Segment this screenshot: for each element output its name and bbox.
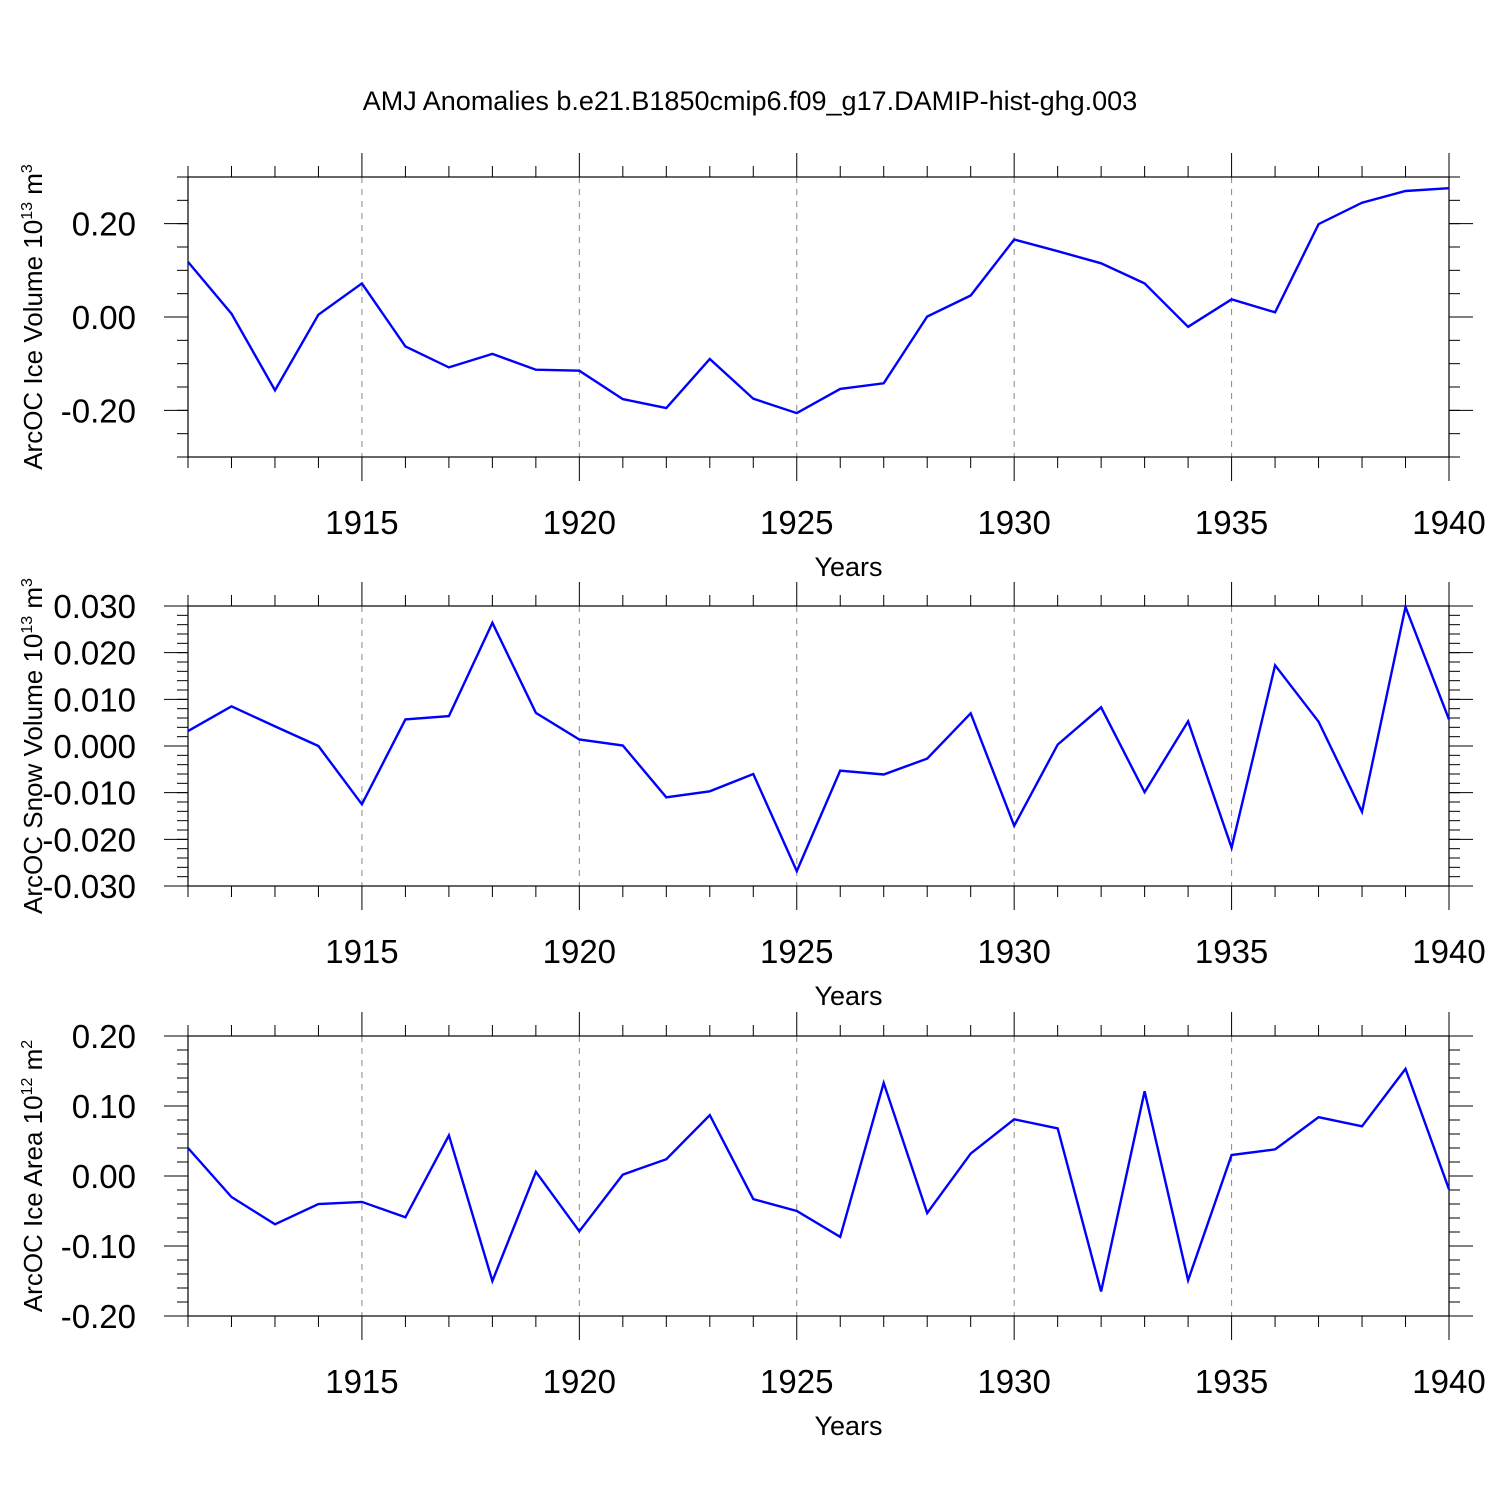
y-tick-label: 0.20 — [72, 206, 136, 243]
x-tick-label: 1940 — [1412, 933, 1485, 970]
y-tick-label: -0.20 — [61, 1298, 136, 1335]
y-axis-label-text: ArcOC Ice Area 10 — [18, 1095, 48, 1312]
y-axis-label-unit: m — [18, 173, 48, 202]
y-axis-label-exponent: 13 — [19, 202, 36, 220]
chart-panel-2: 1915 1920 1925 1930 1935 1940 Years -0.030 -0.02… — [18, 578, 1486, 1011]
y-axis-label-unit: m — [18, 1049, 48, 1078]
y-axis-label: ArcOC Ice Volume 1013 m3 — [18, 164, 48, 470]
x-tick-label: 1930 — [977, 504, 1050, 541]
chart-title: AMJ Anomalies b.e21.B1850cmip6.f09_g17.D… — [363, 86, 1137, 116]
y-axis-label-text: ArcOC Snow Volume 10 — [18, 634, 48, 914]
chart-panel-3: 1915 1920 1925 1930 1935 1940 Years -0.20 -0.10 0… — [18, 1012, 1486, 1441]
x-axis-label: Years — [814, 552, 882, 582]
y-axis-label-exponent: 12 — [19, 1078, 36, 1096]
y-tick-label: -0.020 — [42, 821, 136, 858]
x-tick-label: 1915 — [325, 1363, 398, 1400]
y-axis-label: ArcOC Snow Volume 1013 m3 — [18, 578, 48, 914]
x-tick-label: 1935 — [1195, 933, 1268, 970]
y-axis-label-unit-exponent: 3 — [19, 164, 36, 173]
plot-frame — [187, 176, 1450, 458]
x-tick-label: 1925 — [760, 933, 833, 970]
y-tick-label: -0.10 — [61, 1228, 136, 1265]
series-line — [187, 1066, 1451, 1292]
y-tick-label: 0.10 — [72, 1088, 136, 1125]
y-tick-label: -0.010 — [42, 775, 136, 812]
y-tick-label: -0.20 — [61, 392, 136, 429]
x-tick-label: 1940 — [1412, 504, 1485, 541]
x-tick-label: 1920 — [543, 504, 616, 541]
x-tick-label: 1925 — [760, 1363, 833, 1400]
plot-frame — [187, 1035, 1450, 1317]
x-tick-label: 1935 — [1195, 1363, 1268, 1400]
plot-frame — [187, 605, 1450, 887]
y-axis-label-unit-exponent: 2 — [19, 1040, 36, 1049]
x-tick-label: 1925 — [760, 504, 833, 541]
y-tick-label: 0.00 — [72, 1158, 136, 1195]
y-axis-label-exponent: 13 — [19, 616, 36, 634]
x-tick-label: 1930 — [977, 933, 1050, 970]
chart-panel-1: 1915 1920 1925 1930 1935 1940 Years -0.20 0.00 0.… — [18, 153, 1486, 582]
y-axis-label-unit: m — [18, 587, 48, 616]
y-tick-label: 0.20 — [72, 1018, 136, 1055]
x-tick-label: 1920 — [543, 1363, 616, 1400]
x-tick-label: 1940 — [1412, 1363, 1485, 1400]
y-tick-label: 0.030 — [53, 588, 136, 625]
y-tick-label: 0.000 — [53, 728, 136, 765]
y-tick-label: -0.030 — [42, 868, 136, 905]
series-line — [187, 187, 1450, 415]
series-line — [187, 602, 1451, 875]
x-axis-label: Years — [814, 981, 882, 1011]
x-tick-label: 1915 — [325, 933, 398, 970]
x-tick-label: 1915 — [325, 504, 398, 541]
y-tick-label: 0.010 — [53, 681, 136, 718]
y-tick-label: 0.00 — [72, 299, 136, 336]
y-tick-label: 0.020 — [53, 635, 136, 672]
x-tick-label: 1920 — [543, 933, 616, 970]
y-axis-label: ArcOC Ice Area 1012 m2 — [18, 1040, 48, 1312]
x-axis-label: Years — [814, 1411, 882, 1441]
x-tick-label: 1935 — [1195, 504, 1268, 541]
x-tick-label: 1930 — [977, 1363, 1050, 1400]
y-axis-label-unit-exponent: 3 — [19, 578, 36, 587]
y-axis-label-text: ArcOC Ice Volume 10 — [18, 220, 48, 470]
